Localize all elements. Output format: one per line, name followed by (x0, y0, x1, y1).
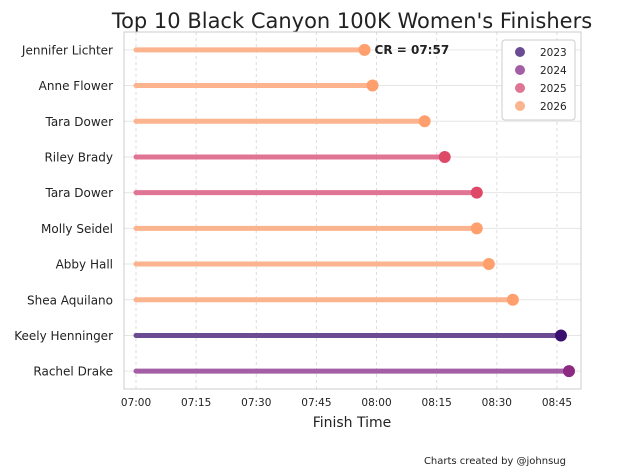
x-tick-label: 08:00 (361, 397, 391, 409)
y-tick-label: Tara Dower (44, 186, 113, 200)
legend-label: 2024 (540, 65, 567, 77)
lollipop-dot (562, 365, 575, 378)
legend-marker (515, 65, 525, 75)
y-tick-label: Jennifer Lichter (21, 43, 113, 57)
y-tick-label: Anne Flower (39, 79, 113, 93)
y-tick-label: Rachel Drake (33, 365, 113, 379)
lollipop-dot (366, 79, 379, 92)
lollipop-dot (470, 222, 483, 235)
y-tick-label: Keely Henninger (14, 329, 113, 343)
x-tick-label: 07:15 (181, 397, 211, 409)
y-tick-label: Molly Seidel (41, 222, 113, 236)
lollipop-dot (358, 43, 371, 56)
lollipop-dot (554, 329, 567, 342)
legend-label: 2023 (540, 47, 567, 59)
x-axis-label: Finish Time (313, 415, 392, 431)
credit: Charts created by @johnsug (424, 456, 566, 467)
y-tick-label: Tara Dower (44, 115, 113, 129)
lollipop-dot (470, 186, 483, 199)
y-tick-label: Shea Aquilano (27, 293, 113, 307)
x-tick-label: 08:30 (482, 397, 512, 409)
legend-label: 2026 (540, 101, 567, 113)
y-tick-label: Riley Brady (44, 150, 113, 164)
x-tick-label: 08:45 (542, 397, 572, 409)
legend-marker (515, 47, 525, 57)
x-tick-label: 07:00 (121, 397, 151, 409)
x-tick-label: 07:45 (301, 397, 331, 409)
lollipop-dot (482, 258, 495, 271)
course-record-annotation: CR = 07:57 (375, 43, 450, 57)
lollipop-dot (506, 293, 519, 306)
legend-marker (515, 83, 525, 93)
plot-frame (123, 31, 582, 390)
y-tick-label: Abby Hall (56, 258, 113, 272)
legend-label: 2025 (540, 83, 567, 95)
x-tick-label: 08:15 (422, 397, 452, 409)
lollipop-dot (438, 150, 451, 163)
chart-title: Top 10 Black Canyon 100K Women's Finishe… (111, 9, 592, 33)
lollipop-dot (418, 115, 431, 128)
legend-marker (515, 101, 525, 111)
legend: 2023 2024 2025 2026 (501, 39, 576, 121)
x-tick-label: 07:30 (241, 397, 271, 409)
legend-box (501, 39, 576, 121)
